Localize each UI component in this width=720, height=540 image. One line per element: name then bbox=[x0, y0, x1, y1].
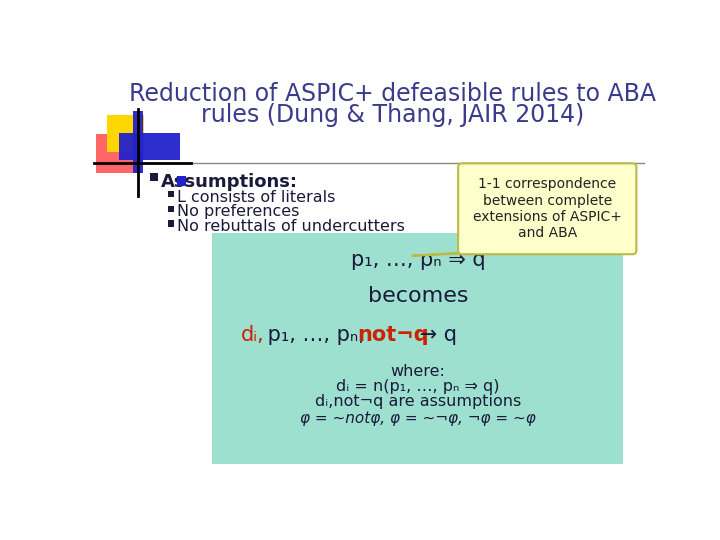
FancyBboxPatch shape bbox=[168, 220, 174, 226]
Text: not¬q: not¬q bbox=[357, 325, 429, 345]
Text: No rebuttals of undercutters: No rebuttals of undercutters bbox=[177, 219, 405, 234]
Text: where:: where: bbox=[390, 363, 445, 379]
FancyBboxPatch shape bbox=[150, 173, 158, 181]
Text: becomes: becomes bbox=[368, 286, 468, 306]
FancyBboxPatch shape bbox=[168, 191, 174, 197]
Polygon shape bbox=[412, 251, 524, 256]
FancyBboxPatch shape bbox=[107, 115, 144, 152]
FancyBboxPatch shape bbox=[177, 177, 186, 186]
Text: Reduction of ASPIC+ defeasible rules to ABA: Reduction of ASPIC+ defeasible rules to … bbox=[129, 82, 656, 106]
Text: dᵢ = n(p₁, …, pₙ ⇒ q): dᵢ = n(p₁, …, pₙ ⇒ q) bbox=[336, 379, 500, 394]
FancyBboxPatch shape bbox=[96, 134, 137, 173]
Text: No preferences: No preferences bbox=[177, 204, 300, 219]
Text: rules (Dung & Thang, JAIR 2014): rules (Dung & Thang, JAIR 2014) bbox=[201, 103, 584, 127]
Text: 1-1 correspondence
between complete
extensions of ASPIC+
and ABA: 1-1 correspondence between complete exte… bbox=[473, 178, 621, 240]
FancyBboxPatch shape bbox=[132, 111, 143, 173]
Text: φ = ~notφ, φ = ~¬φ, ¬φ = ~φ: φ = ~notφ, φ = ~¬φ, ¬φ = ~φ bbox=[300, 411, 536, 426]
FancyBboxPatch shape bbox=[168, 206, 174, 212]
Text: p₁, …, pₙ,: p₁, …, pₙ, bbox=[261, 325, 365, 345]
FancyBboxPatch shape bbox=[458, 164, 636, 254]
Text: → q: → q bbox=[413, 325, 457, 345]
FancyBboxPatch shape bbox=[120, 132, 180, 160]
Text: Assumptions:: Assumptions: bbox=[161, 173, 298, 191]
Text: p₁, …, pₙ ⇒ q: p₁, …, pₙ ⇒ q bbox=[351, 249, 485, 269]
Text: dᵢ,not¬q are assumptions: dᵢ,not¬q are assumptions bbox=[315, 394, 521, 409]
Text: L consists of literals: L consists of literals bbox=[177, 190, 336, 205]
Text: dᵢ,: dᵢ, bbox=[241, 325, 265, 345]
FancyBboxPatch shape bbox=[212, 233, 624, 464]
